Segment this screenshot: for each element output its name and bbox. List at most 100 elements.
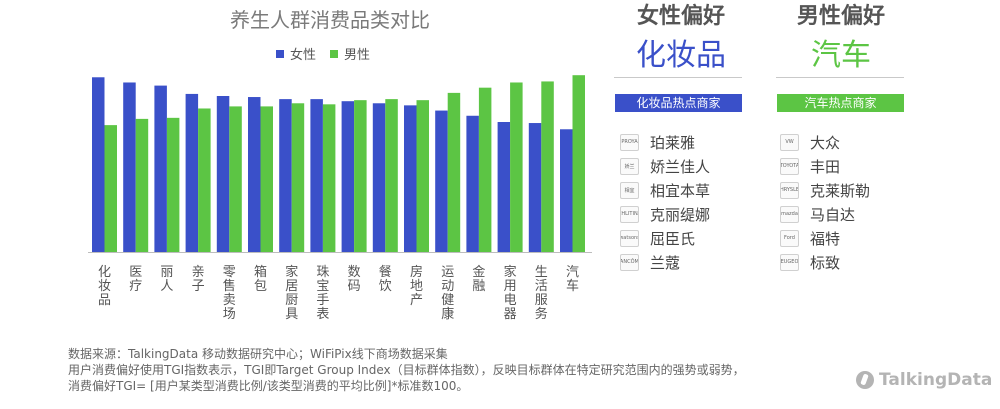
legend-label-female: 女性: [290, 48, 317, 63]
male-brand-item-1: TOYOTA 丰田: [780, 154, 870, 178]
male-brand-logo-3: mazda: [780, 205, 799, 223]
bar-male-15: [572, 75, 585, 252]
category-label-11: 运动健康: [441, 265, 454, 322]
male-brand-name-3: 马自达: [810, 205, 856, 224]
female-divider: [614, 77, 742, 78]
female-hot-brands-bar: 化妆品热点商家: [615, 94, 742, 112]
category-label-12: 金融: [472, 264, 485, 294]
category-label-9: 餐饮: [379, 264, 392, 294]
talkingdata-logo-text: TalkingData: [879, 370, 993, 390]
note-source: 数据来源：TalkingData 移动数据研究中心；WiFiPix线下商场数据采…: [68, 347, 448, 361]
bar-female-3: [185, 93, 199, 252]
legend-label-male: 男性: [344, 48, 371, 63]
male-hot-brands-bar: 汽车热点商家: [777, 94, 904, 112]
female-panel-title: 女性偏好: [636, 4, 725, 29]
bar-male-13: [510, 82, 523, 252]
legend-swatch-female: [276, 49, 284, 58]
female-highlight: 化妆品: [636, 38, 726, 73]
female-brand-name-3: 克丽缇娜: [650, 205, 711, 224]
male-brand-logo-4: Ford: [780, 229, 799, 247]
category-label-14: 生活服务: [535, 265, 548, 322]
legend-swatch-male: [330, 49, 339, 58]
bar-female-12: [466, 115, 479, 252]
female-brand-logo-3: CHLITINA: [620, 205, 639, 223]
male-divider: [776, 77, 904, 78]
category-label-3: 亲子: [192, 265, 205, 294]
male-brand-name-0: 大众: [810, 133, 841, 152]
bar-female-11: [435, 110, 448, 252]
female-brand-item-0: PROYA 珀莱雅: [620, 130, 710, 154]
female-brand-item-5: LANCÔME 兰蔻: [620, 250, 710, 274]
bar-female-13: [497, 122, 511, 252]
bar-male-3: [198, 108, 211, 252]
male-highlight: 汽车: [811, 38, 871, 73]
bar-male-10: [416, 100, 429, 252]
bar-female-10: [404, 105, 417, 252]
male-brand-logo-1: TOYOTA: [780, 157, 799, 175]
talkingdata-logo: TalkingData: [856, 370, 992, 390]
male-brand-item-4: Ford 福特: [780, 226, 870, 250]
bar-male-12: [478, 87, 492, 253]
female-brand-item-2: 相宜 相宜本草: [620, 178, 710, 202]
bar-male-5: [260, 106, 273, 253]
bar-female-6: [279, 99, 292, 253]
bar-female-5: [248, 97, 261, 252]
female-brand-item-4: watsons 屈臣氏: [620, 226, 710, 250]
female-brand-logo-4: watsons: [620, 229, 639, 247]
bar-female-4: [216, 96, 230, 252]
male-brand-name-4: 福特: [810, 229, 841, 248]
bar-male-2: [166, 117, 180, 252]
male-brand-logo-0: VW: [780, 133, 799, 151]
female-brand-logo-5: LANCÔME: [620, 253, 639, 271]
bar-female-0: [92, 77, 105, 252]
bar-female-8: [341, 101, 355, 252]
category-label-8: 数码: [348, 265, 361, 294]
female-brand-name-0: 珀莱雅: [650, 133, 696, 152]
female-brand-name-4: 屈臣氏: [650, 229, 696, 248]
bar-female-14: [528, 123, 542, 252]
category-label-10: 房地产: [410, 264, 423, 308]
male-brand-logo-2: CHRYSLER: [780, 181, 799, 199]
note-tgi-definition: 用户消费偏好使用TGI指数表示，TGI即Target Group Index（目…: [68, 363, 745, 377]
category-label-1: 医疗: [129, 265, 142, 294]
category-label-5: 箱包: [254, 264, 267, 294]
bar-male-4: [229, 106, 242, 253]
category-label-7: 珠宝手表: [316, 265, 329, 322]
bar-female-15: [560, 129, 573, 252]
male-brand-name-2: 克莱斯勒: [810, 181, 871, 200]
male-brand-item-3: mazda 马自达: [780, 202, 870, 226]
category-label-13: 家用电器: [504, 264, 517, 322]
male-brand-list: VW 大众 TOYOTA 丰田 CHRYSLER 克莱斯勒 mazda 马自达 Ford 福特 PE…: [780, 130, 870, 274]
category-label-6: 家居厨具: [285, 264, 298, 322]
legend-item-female: 女性: [276, 44, 316, 63]
male-brand-item-2: CHRYSLER 克莱斯勒: [780, 178, 870, 202]
legend-item-male: 男性: [330, 44, 370, 63]
category-label-4: 零售卖场: [223, 265, 236, 322]
bar-male-8: [354, 100, 367, 252]
bar-male-1: [135, 118, 149, 252]
bar-male-6: [291, 103, 305, 252]
female-brand-item-1: 娇兰 娇兰佳人: [620, 154, 710, 178]
note-tgi-formula: 消费偏好TGI= [用户某类型消费比例/该类型消费的平均比例]*标准数100。: [68, 379, 469, 393]
category-label-0: 化妆品: [98, 265, 111, 308]
bar-male-14: [541, 81, 554, 252]
bar-female-1: [123, 82, 136, 252]
male-brand-name-5: 标致: [810, 253, 841, 272]
female-brand-item-3: CHLITINA 克丽缇娜: [620, 202, 710, 226]
male-panel-title: 男性偏好: [796, 4, 885, 29]
bar-male-0: [104, 125, 117, 252]
male-brand-name-1: 丰田: [810, 157, 841, 176]
female-brand-logo-0: PROYA: [620, 133, 639, 151]
male-brand-logo-5: PEUGEOT: [780, 253, 799, 271]
male-brand-item-0: VW 大众: [780, 130, 870, 154]
bar-female-2: [154, 85, 167, 252]
chart-legend: 女性 男性: [276, 44, 370, 63]
bar-female-7: [310, 99, 323, 253]
female-brand-name-2: 相宜本草: [650, 181, 711, 200]
bar-female-9: [372, 103, 386, 252]
category-label-15: 汽车: [566, 265, 579, 294]
female-brand-logo-1: 娇兰: [620, 157, 639, 175]
footnotes: 数据来源：TalkingData 移动数据研究中心；WiFiPix线下商场数据采…: [68, 346, 745, 394]
